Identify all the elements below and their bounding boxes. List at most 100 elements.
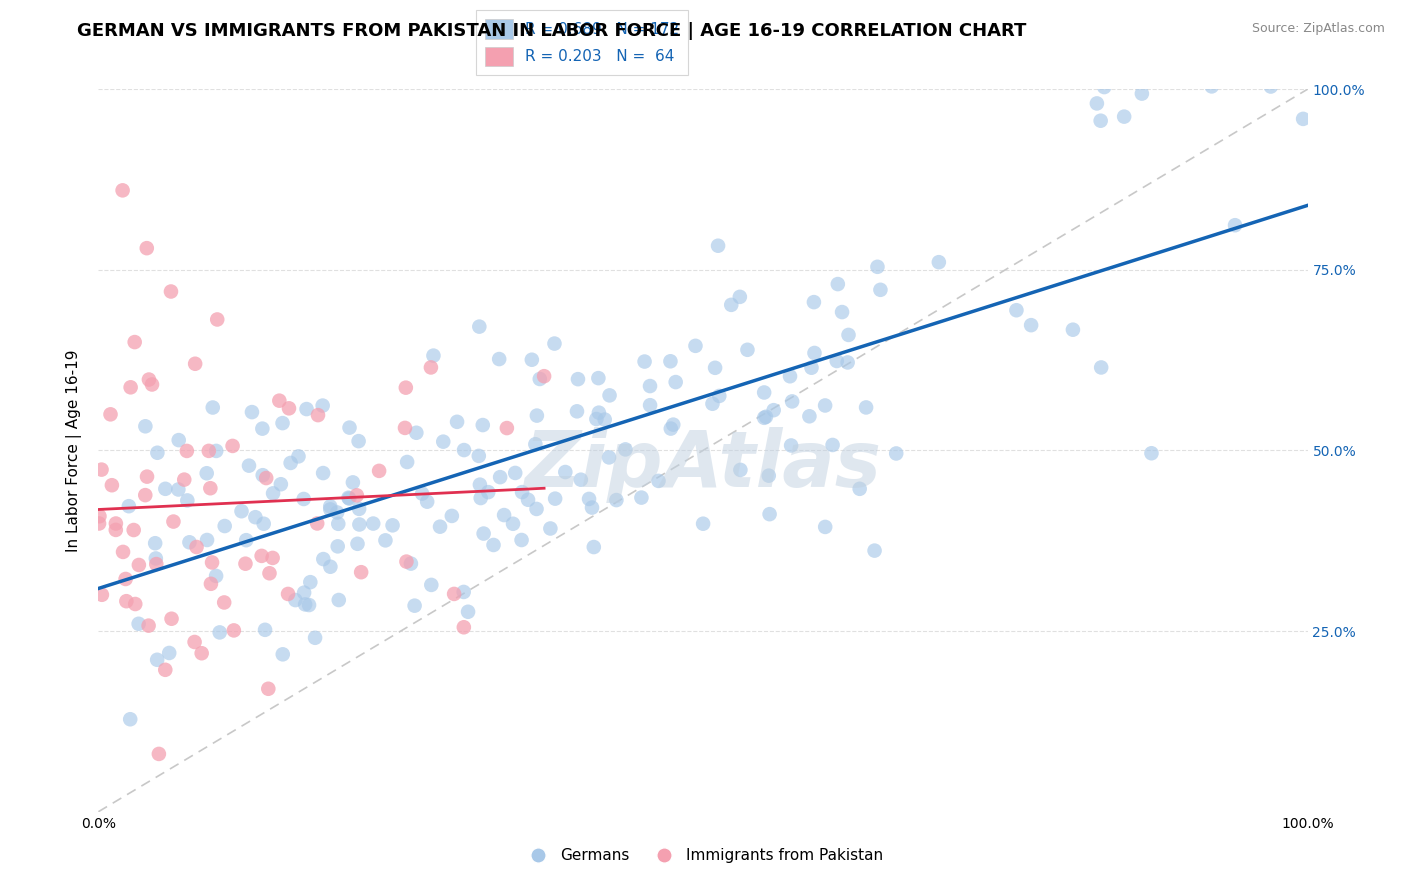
Point [422, 349, 444, 363]
Point [146, 446, 169, 460]
Point [429, 519, 451, 533]
Point [526, 502, 548, 516]
Point [440, 508, 463, 523]
Point [104, 523, 127, 537]
Point [346, 537, 368, 551]
Point [471, 418, 494, 433]
Point [554, 465, 576, 479]
Point [235, 533, 257, 548]
Point [662, 417, 685, 432]
Point [411, 486, 433, 500]
Point [472, 526, 495, 541]
Point [155, 663, 177, 677]
Point [405, 425, 427, 440]
Point [446, 415, 468, 429]
Point [863, 543, 886, 558]
Point [470, 491, 492, 505]
Point [337, 491, 360, 505]
Point [207, 312, 229, 326]
Point [457, 605, 479, 619]
Point [162, 515, 184, 529]
Point [250, 549, 273, 563]
Text: GERMAN VS IMMIGRANTS FROM PAKISTAN IN LABOR FORCE | AGE 16-19 CORRELATION CHART: GERMAN VS IMMIGRANTS FROM PAKISTAN IN LA… [77, 22, 1026, 40]
Point [90, 588, 112, 602]
Point [848, 482, 870, 496]
Point [665, 375, 688, 389]
Point [762, 403, 785, 417]
Point [374, 533, 396, 548]
Point [148, 747, 170, 761]
Point [394, 421, 416, 435]
Point [280, 456, 302, 470]
Point [128, 616, 150, 631]
Point [837, 355, 859, 369]
Point [855, 401, 877, 415]
Point [588, 371, 610, 385]
Point [143, 536, 166, 550]
Point [311, 399, 333, 413]
Point [173, 473, 195, 487]
Point [271, 648, 294, 662]
Point [1062, 323, 1084, 337]
Point [468, 449, 491, 463]
Point [692, 516, 714, 531]
Point [1201, 79, 1223, 94]
Point [593, 412, 616, 426]
Y-axis label: In Labor Force | Age 16-19: In Labor Force | Age 16-19 [66, 349, 83, 552]
Point [533, 369, 555, 384]
Point [200, 481, 222, 495]
Point [328, 593, 350, 607]
Point [544, 491, 567, 506]
Point [240, 405, 263, 419]
Point [337, 491, 360, 506]
Point [588, 406, 610, 420]
Point [758, 468, 780, 483]
Point [328, 516, 350, 531]
Point [134, 488, 156, 502]
Point [368, 464, 391, 478]
Point [183, 635, 205, 649]
Point [295, 402, 318, 417]
Point [381, 518, 404, 533]
Point [538, 521, 561, 535]
Point [869, 283, 891, 297]
Point [184, 357, 207, 371]
Point [253, 516, 276, 531]
Point [510, 485, 533, 500]
Point [453, 585, 475, 599]
Point [287, 450, 309, 464]
Point [212, 595, 235, 609]
Point [179, 535, 201, 549]
Point [319, 559, 342, 574]
Point [468, 477, 491, 491]
Point [728, 290, 751, 304]
Point [145, 557, 167, 571]
Point [176, 444, 198, 458]
Point [803, 295, 825, 310]
Point [416, 494, 439, 508]
Point [205, 444, 228, 458]
Point [145, 551, 167, 566]
Point [396, 455, 419, 469]
Point [167, 433, 190, 447]
Point [136, 469, 159, 483]
Point [494, 508, 516, 522]
Point [294, 598, 316, 612]
Point [350, 565, 373, 579]
Point [214, 519, 236, 533]
Point [252, 422, 274, 436]
Point [254, 471, 277, 485]
Point [262, 486, 284, 500]
Point [1092, 80, 1115, 95]
Point [101, 478, 124, 492]
Point [124, 334, 146, 349]
Point [395, 381, 418, 395]
Point [1019, 318, 1042, 333]
Point [195, 533, 218, 547]
Point [1260, 79, 1282, 94]
Point [231, 504, 253, 518]
Point [195, 467, 218, 481]
Point [453, 443, 475, 458]
Point [269, 393, 291, 408]
Point [347, 501, 370, 516]
